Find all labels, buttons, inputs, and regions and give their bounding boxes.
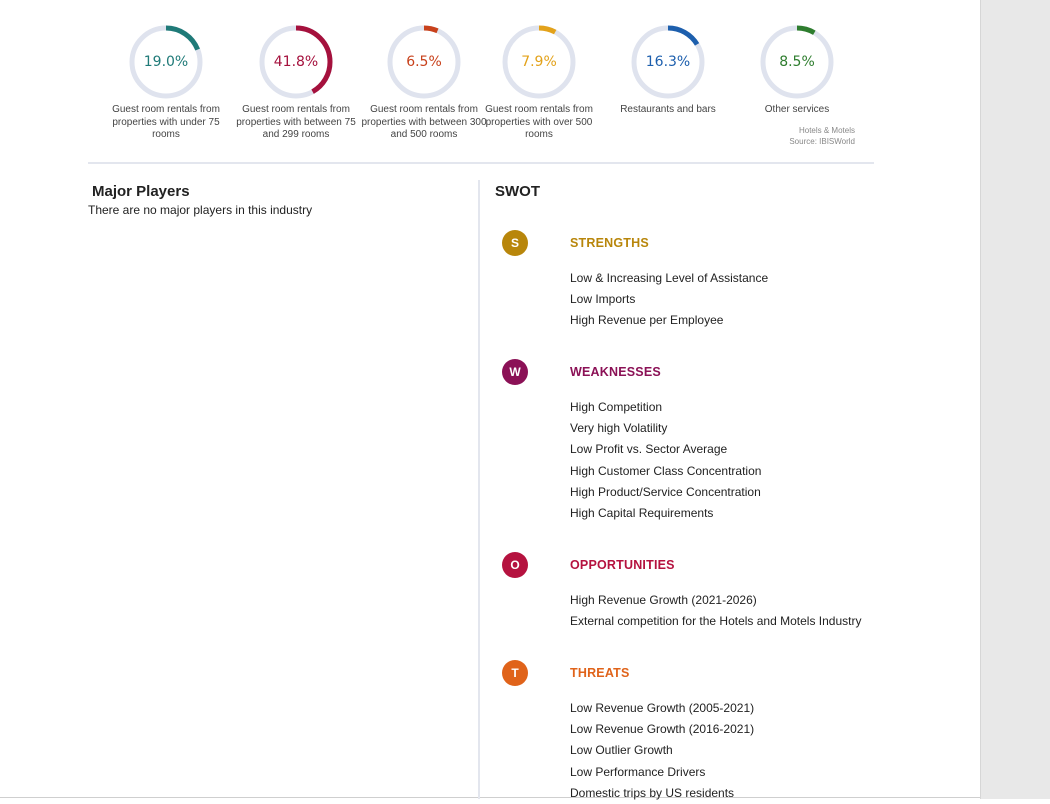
weaknesses-badge-icon: W [502, 359, 528, 385]
donut-value: 6.5% [406, 54, 442, 70]
list-item: Domestic trips by US residents [570, 785, 735, 800]
donut-item: 7.9% Guest room rentals from properties … [476, 24, 602, 142]
strengths-heading: STRENGTHS [570, 236, 649, 250]
chart-source: Hotels & Motels Source: IBISWorld [740, 125, 855, 147]
donut-value: 41.8% [273, 54, 319, 70]
donut-arc [259, 25, 333, 99]
donut-caption: Other services [764, 104, 830, 115]
opportunities-badge-icon: O [502, 552, 528, 578]
list-item: High Product/Service Concentration [570, 484, 761, 499]
donut-value: 7.9% [521, 54, 557, 70]
list-item: High Revenue per Employee [570, 313, 724, 328]
list-item: Low Profit vs. Sector Average [570, 442, 728, 457]
list-item: High Revenue Growth (2021-2026) [570, 593, 757, 607]
page-gutter [980, 0, 1050, 799]
threats-badge-icon: T [502, 660, 528, 686]
donut-chart [129, 25, 203, 99]
donut-item: 41.8% Guest room rentals from properties… [233, 24, 359, 142]
opportunities-list: High Revenue Growth (2021-2026) External… [570, 590, 861, 632]
list-item: External competition for the Hotels and … [570, 614, 862, 629]
list-item: Low & Increasing Level of Assistance [570, 271, 769, 285]
donut-caption: Guest room rentals from properties with … [361, 104, 487, 140]
page-bottom-edge [0, 797, 980, 798]
donut-chart [760, 25, 834, 99]
donut-chart [502, 25, 576, 99]
list-item: Low Revenue Growth (2016-2021) [570, 722, 755, 737]
threats-list: Low Revenue Growth (2005-2021) Low Reven… [570, 698, 754, 804]
donut-value: 8.5% [779, 54, 815, 70]
donut-caption: Restaurants and bars [620, 104, 716, 115]
donut-caption: Guest room rentals from properties with … [112, 104, 220, 140]
major-players-title: Major Players [92, 183, 190, 200]
donut-arc [387, 25, 461, 99]
list-item: Very high Volatility [570, 421, 668, 436]
column-divider [478, 180, 480, 799]
segmentation-donut-row: 19.0% Guest room rentals from properties… [0, 0, 980, 160]
donut-arc [502, 25, 576, 99]
strengths-badge-icon: S [502, 230, 528, 256]
weaknesses-list: High Competition Very high Volatility Lo… [570, 397, 761, 524]
weaknesses-heading: WEAKNESSES [570, 365, 661, 379]
donut-item: 19.0% Guest room rentals from properties… [103, 24, 229, 142]
list-item: High Competition [570, 400, 663, 414]
donut-arc [631, 25, 705, 99]
list-item: High Customer Class Concentration [570, 463, 762, 478]
major-players-text: There are no major players in this indus… [88, 203, 313, 217]
donut-chart [631, 25, 705, 99]
donut-caption: Guest room rentals from properties with … [236, 104, 356, 140]
donut-chart [259, 25, 333, 99]
opportunities-heading: OPPORTUNITIES [570, 558, 675, 572]
donut-arc [760, 25, 834, 99]
donut-value: 19.0% [143, 54, 189, 70]
list-item: Low Performance Drivers [570, 764, 706, 779]
list-item: Low Outlier Growth [570, 743, 673, 758]
donut-item: 8.5% Other services [734, 24, 860, 117]
list-item: Low Imports [570, 292, 636, 307]
list-item: High Capital Requirements [570, 506, 714, 521]
strengths-list: Low & Increasing Level of Assistance Low… [570, 268, 768, 332]
donut-caption: Guest room rentals from properties with … [485, 104, 593, 140]
donut-arc [129, 25, 203, 99]
swot-title: SWOT [495, 183, 540, 200]
donut-item: 6.5% Guest room rentals from properties … [361, 24, 487, 142]
list-item: Low Revenue Growth (2005-2021) [570, 701, 755, 715]
donut-value: 16.3% [645, 54, 691, 70]
source-credit: Source: IBISWorld [789, 137, 855, 146]
source-industry: Hotels & Motels [798, 126, 855, 135]
threats-heading: THREATS [570, 666, 630, 680]
donut-item: 16.3% Restaurants and bars [605, 24, 731, 117]
section-divider [88, 162, 874, 164]
donut-chart [387, 25, 461, 99]
